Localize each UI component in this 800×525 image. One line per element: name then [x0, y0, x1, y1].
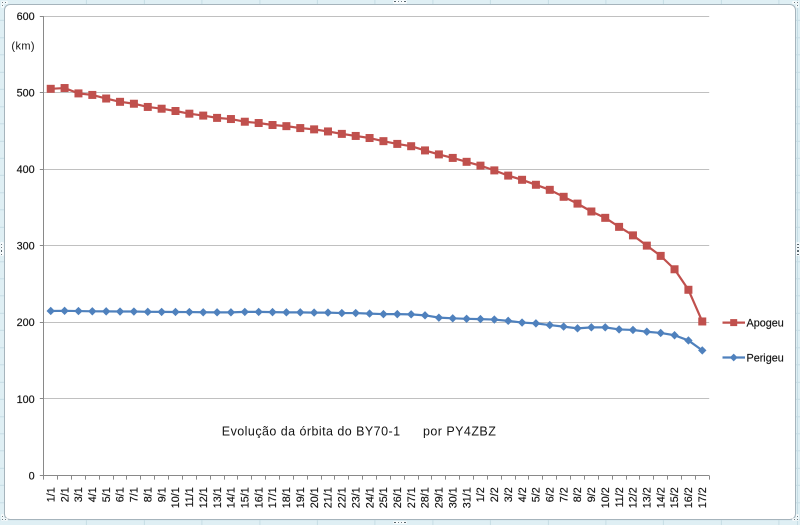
- svg-text:3/2: 3/2: [503, 487, 515, 502]
- svg-text:4/2: 4/2: [517, 487, 529, 502]
- svg-text:10/1: 10/1: [170, 487, 182, 508]
- svg-text:2/2: 2/2: [489, 487, 501, 502]
- svg-text:22/1: 22/1: [337, 487, 349, 508]
- svg-text:1/1: 1/1: [45, 487, 57, 502]
- svg-text:24/1: 24/1: [364, 487, 376, 508]
- svg-text:12/2: 12/2: [628, 487, 640, 508]
- svg-text:11/1: 11/1: [184, 487, 196, 507]
- svg-text:100: 100: [17, 394, 35, 406]
- svg-text:7/2: 7/2: [558, 487, 570, 502]
- svg-text:17/2: 17/2: [697, 487, 709, 508]
- svg-text:Perigeu: Perigeu: [747, 352, 784, 364]
- svg-text:12/1: 12/1: [198, 487, 210, 508]
- svg-text:1/2: 1/2: [475, 487, 487, 502]
- svg-text:300: 300: [17, 241, 35, 253]
- svg-text:19/1: 19/1: [295, 487, 307, 508]
- svg-text:2/1: 2/1: [59, 487, 71, 502]
- svg-text:Apogeu: Apogeu: [747, 318, 784, 330]
- svg-text:30/1: 30/1: [447, 487, 459, 508]
- svg-text:27/1: 27/1: [406, 487, 418, 508]
- svg-text:20/1: 20/1: [309, 487, 321, 508]
- svg-text:8/1: 8/1: [142, 487, 154, 502]
- svg-text:(km): (km): [11, 40, 35, 52]
- svg-text:17/1: 17/1: [267, 487, 279, 508]
- svg-text:5/2: 5/2: [531, 487, 543, 502]
- svg-text:14/1: 14/1: [226, 487, 238, 508]
- svg-text:3/1: 3/1: [73, 487, 85, 502]
- svg-text:25/1: 25/1: [378, 487, 390, 508]
- svg-text:26/1: 26/1: [392, 487, 404, 508]
- svg-text:600: 600: [17, 11, 35, 23]
- svg-text:5/1: 5/1: [101, 487, 113, 502]
- svg-text:21/1: 21/1: [323, 487, 335, 508]
- svg-text:7/1: 7/1: [129, 487, 141, 502]
- svg-text:31/1: 31/1: [461, 487, 473, 508]
- svg-text:16/2: 16/2: [683, 487, 695, 508]
- svg-text:0: 0: [29, 470, 35, 482]
- svg-text:8/2: 8/2: [572, 487, 584, 502]
- svg-text:6/2: 6/2: [544, 487, 556, 502]
- svg-text:400: 400: [17, 164, 35, 176]
- svg-text:29/1: 29/1: [434, 487, 446, 508]
- svg-text:28/1: 28/1: [420, 487, 432, 508]
- svg-text:23/1: 23/1: [350, 487, 362, 508]
- svg-text:9/1: 9/1: [156, 487, 168, 502]
- svg-text:6/1: 6/1: [115, 487, 127, 502]
- svg-text:200: 200: [17, 317, 35, 329]
- svg-text:13/2: 13/2: [642, 487, 654, 508]
- svg-text:10/2: 10/2: [600, 487, 612, 508]
- svg-text:16/1: 16/1: [253, 487, 265, 508]
- svg-text:11/2: 11/2: [614, 487, 626, 507]
- svg-text:por PY4ZBZ: por PY4ZBZ: [423, 425, 496, 439]
- svg-text:500: 500: [17, 88, 35, 100]
- svg-text:15/2: 15/2: [669, 487, 681, 508]
- svg-text:14/2: 14/2: [655, 487, 667, 508]
- svg-text:9/2: 9/2: [586, 487, 598, 502]
- svg-text:18/1: 18/1: [281, 487, 293, 508]
- svg-text:13/1: 13/1: [212, 487, 224, 508]
- svg-text:4/1: 4/1: [87, 487, 99, 502]
- svg-text:Evolução da órbita do BY70-1: Evolução da órbita do BY70-1: [222, 425, 401, 439]
- svg-text:15/1: 15/1: [240, 487, 252, 508]
